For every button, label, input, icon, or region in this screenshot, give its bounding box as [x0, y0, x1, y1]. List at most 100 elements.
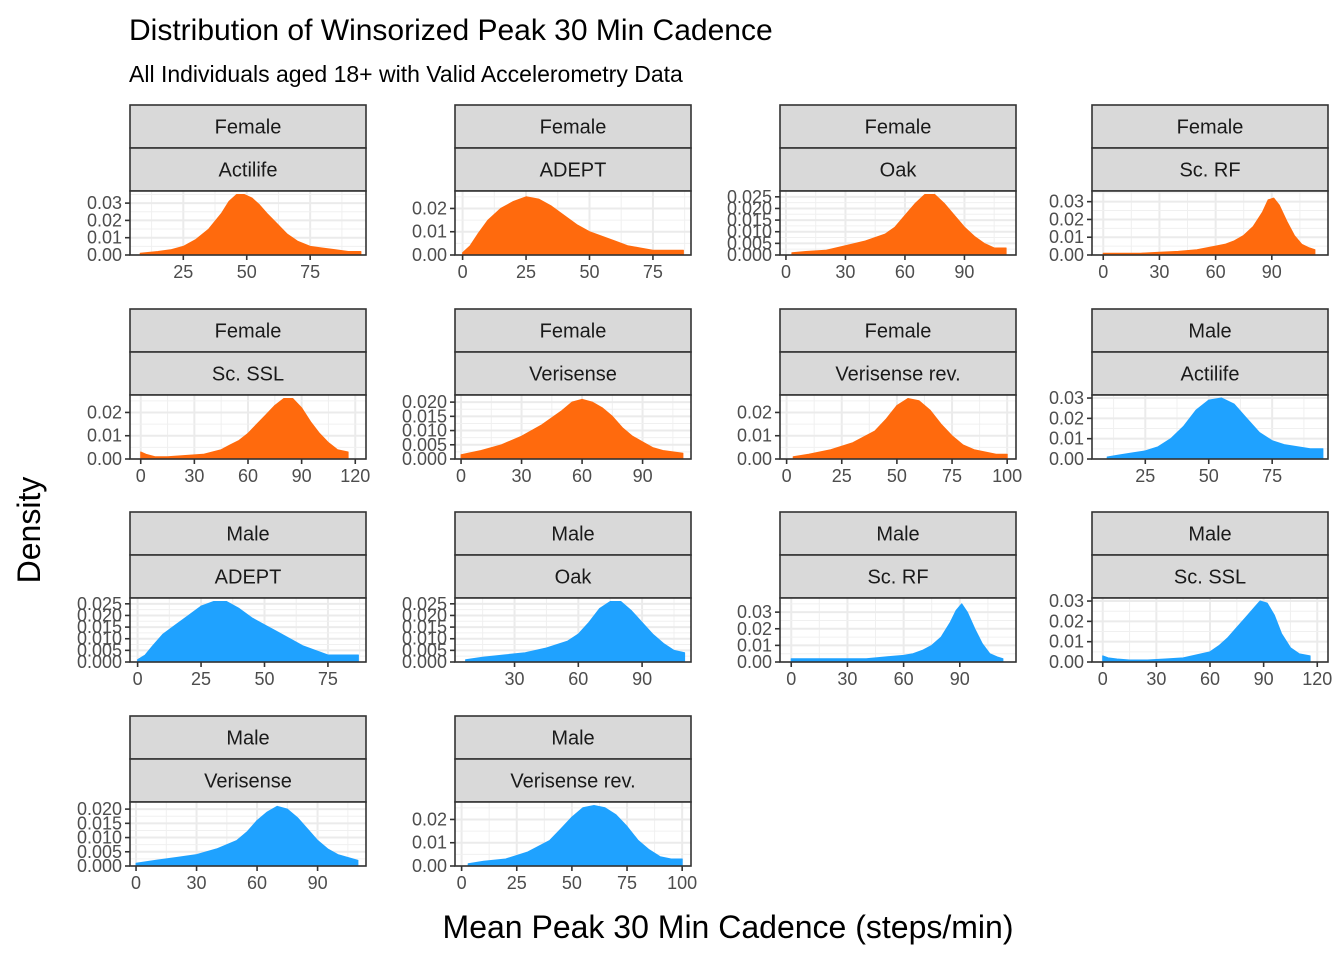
- strip-method: ADEPT: [129, 554, 367, 599]
- y-tick-label: 0.025: [77, 594, 122, 614]
- density-area: [140, 398, 349, 460]
- strip-method-label: Sc. RF: [1179, 160, 1240, 182]
- y-axis: 0.000.010.020.03: [737, 602, 780, 672]
- y-tick-label: 0.02: [737, 619, 772, 639]
- y-tick-label: 0.01: [737, 426, 772, 446]
- y-tick-label: 0.01: [87, 426, 122, 446]
- strip-method-background: [779, 554, 1017, 599]
- strip-sex-background: [1091, 308, 1329, 353]
- x-tick-label: 0: [458, 262, 468, 282]
- y-tick-label: 0.03: [1049, 192, 1084, 212]
- x-tick-label: 0: [456, 466, 466, 486]
- y-tick-label: 0.015: [77, 813, 122, 833]
- strip-method: Oak: [454, 554, 692, 599]
- x-tick-label: 30: [835, 262, 855, 282]
- panel-border: [129, 190, 367, 256]
- chart-subtitle: All Individuals aged 18+ with Valid Acce…: [129, 61, 683, 87]
- strip-sex: Female: [129, 104, 367, 149]
- x-axis: 25 50 75: [173, 255, 320, 282]
- y-axis: 0.000.010.020.03: [1049, 388, 1092, 469]
- strip-method: Sc. SSL: [129, 351, 367, 396]
- facet-panel: Male Verisense rev. 0 25 50 75 100 0.00 0.01 0.02: [412, 715, 697, 893]
- x-tick-label: 25: [832, 466, 852, 486]
- strip-sex-label: Female: [1177, 117, 1244, 139]
- strip-sex-label: Female: [215, 117, 282, 139]
- panel-border: [779, 190, 1017, 256]
- x-tick-label: 90: [632, 669, 652, 689]
- facet-panel: Female Sc. RF 0 30 60 90 0.000.010.020.03: [1049, 104, 1329, 282]
- strip-sex-label: Female: [215, 321, 282, 343]
- y-axis: 0.00 0.01 0.02: [412, 198, 455, 265]
- x-tick-label: 90: [954, 262, 974, 282]
- x-axis: 0 30 60 90: [456, 459, 653, 486]
- density-area: [139, 194, 362, 256]
- x-tick-label: 75: [300, 262, 320, 282]
- facet-panel: Female Sc. SSL 0 30 60 90 120 0.00 0.01 0.02: [87, 308, 370, 486]
- x-tick-label: 30: [837, 669, 857, 689]
- strip-sex-label: Female: [540, 117, 607, 139]
- strip-sex-label: Male: [226, 728, 269, 750]
- y-axis: 0.00 0.01 0.02: [737, 402, 780, 469]
- x-tick-label: 60: [247, 873, 267, 893]
- x-tick-label: 75: [643, 262, 663, 282]
- panel-border: [779, 597, 1017, 663]
- strip-sex-background: [129, 511, 367, 556]
- strip-method-background: [129, 758, 367, 803]
- strip-method: Actilife: [129, 147, 367, 192]
- strip-method: ADEPT: [454, 147, 692, 192]
- y-tick-label: 0.015: [77, 617, 122, 637]
- strip-method-label: Verisense rev.: [835, 364, 960, 386]
- x-tick-label: 30: [512, 466, 532, 486]
- x-axis: 30 60 90: [505, 662, 652, 689]
- strip-method: Sc. SSL: [1091, 554, 1329, 599]
- strip-method-label: Verisense rev.: [510, 771, 635, 793]
- x-tick-label: 50: [237, 262, 257, 282]
- y-tick-label: 0.02: [737, 402, 772, 422]
- strip-sex: Male: [454, 511, 692, 556]
- strip-sex-background: [454, 511, 692, 556]
- y-tick-label: 0.000: [402, 652, 447, 672]
- strip-method-label: Sc. RF: [867, 567, 928, 589]
- y-tick-label: 0.02: [412, 809, 447, 829]
- y-tick-label: 0.00: [412, 856, 447, 876]
- strip-method-background: [1091, 351, 1329, 396]
- strip-sex-label: Male: [551, 524, 594, 546]
- strip-sex: Male: [779, 511, 1017, 556]
- strip-method-label: Oak: [880, 160, 918, 182]
- x-axis: 0 25 50 75 100: [782, 459, 1022, 486]
- panel-border: [1091, 190, 1329, 256]
- y-tick-label: 0.02: [412, 198, 447, 218]
- y-axis: 0.00 0.01 0.02: [87, 402, 130, 469]
- x-tick-label: 90: [292, 466, 312, 486]
- strip-sex: Female: [454, 308, 692, 353]
- strip-method: Sc. RF: [1091, 147, 1329, 192]
- y-tick-label: 0.005: [727, 233, 772, 253]
- facet-panel: Female Actilife 25 50 75 0.000.010.020.03: [87, 104, 367, 282]
- y-tick-label: 0.015: [402, 617, 447, 637]
- x-tick-label: 0: [131, 873, 141, 893]
- y-tick-label: 0.025: [402, 594, 447, 614]
- y-tick-label: 0.02: [1049, 209, 1084, 229]
- y-axis: 0.000.010.020.03: [87, 193, 130, 265]
- x-tick-label: 50: [1199, 466, 1219, 486]
- y-tick-label: 0.03: [1049, 591, 1084, 611]
- density-area: [790, 603, 1004, 663]
- strip-sex-background: [129, 308, 367, 353]
- density-area: [1102, 600, 1311, 663]
- x-axis-title: Mean Peak 30 Min Cadence (steps/min): [443, 909, 1014, 945]
- strip-sex-background: [779, 511, 1017, 556]
- x-tick-label: 30: [184, 466, 204, 486]
- strip-method-label: Actilife: [1181, 364, 1240, 386]
- x-tick-label: 120: [1302, 669, 1332, 689]
- y-tick-label: 0.00: [87, 449, 122, 469]
- panel-border: [454, 394, 692, 460]
- panel-border: [779, 394, 1017, 460]
- strip-sex-label: Male: [1188, 321, 1231, 343]
- x-tick-label: 0: [1098, 262, 1108, 282]
